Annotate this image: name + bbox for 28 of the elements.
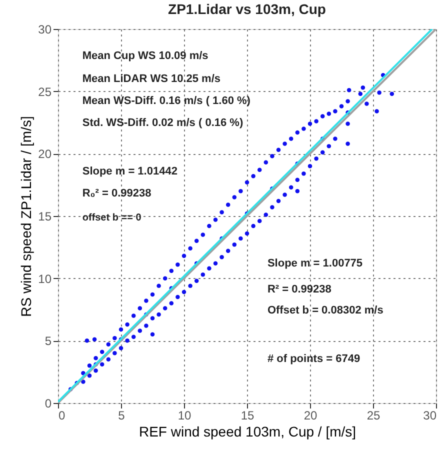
- annotation: # of points = 6749: [267, 352, 360, 365]
- annotation: Slope m = 1.01442: [82, 165, 178, 178]
- y-tick-label: 15: [38, 210, 52, 224]
- y-tick-label: 5: [44, 334, 52, 348]
- annotation: R² = 0.99238: [267, 284, 332, 296]
- y-axis-title: RS wind speed ZP1.Lidar / [m/s]: [18, 116, 34, 317]
- x-tick-label: 30: [423, 408, 437, 422]
- x-tick-label: 0: [58, 408, 66, 422]
- x-axis-title: REF wind speed 103m, Cup / [m/s]: [138, 424, 356, 440]
- x-tick-label: 10: [178, 408, 192, 422]
- chart-title: ZP1.Lidar vs 103m, Cup: [168, 1, 326, 17]
- annotation: Slope m = 1.00775: [267, 258, 363, 270]
- x-tick-label: 15: [240, 408, 254, 422]
- annotation: Mean LiDAR WS 10.25 m/s: [82, 72, 221, 85]
- y-tick-label: 20: [38, 147, 52, 162]
- y-tick-label: 25: [38, 84, 52, 99]
- y-tick-label: 0: [44, 396, 52, 410]
- x-tick-label: 25: [366, 408, 380, 422]
- annotation: offset b == 0: [82, 212, 142, 224]
- annotation: Mean WS-Diff. 0.16 m/s ( 1.60 %): [82, 95, 251, 108]
- y-tick-label: 30: [38, 22, 52, 36]
- annotation: Mean Cup WS 10.09 m/s: [82, 50, 208, 62]
- annotation: Std. WS-Diff. 0.02 m/s ( 0.16 %): [82, 117, 244, 130]
- x-tick-label: 20: [304, 408, 318, 422]
- annotation: Offset b = 0.08302 m/s: [267, 304, 384, 317]
- annotation: R₀² = 0.99238: [82, 187, 152, 200]
- x-tick-label: 5: [118, 408, 126, 422]
- y-tick-label: 10: [38, 272, 52, 286]
